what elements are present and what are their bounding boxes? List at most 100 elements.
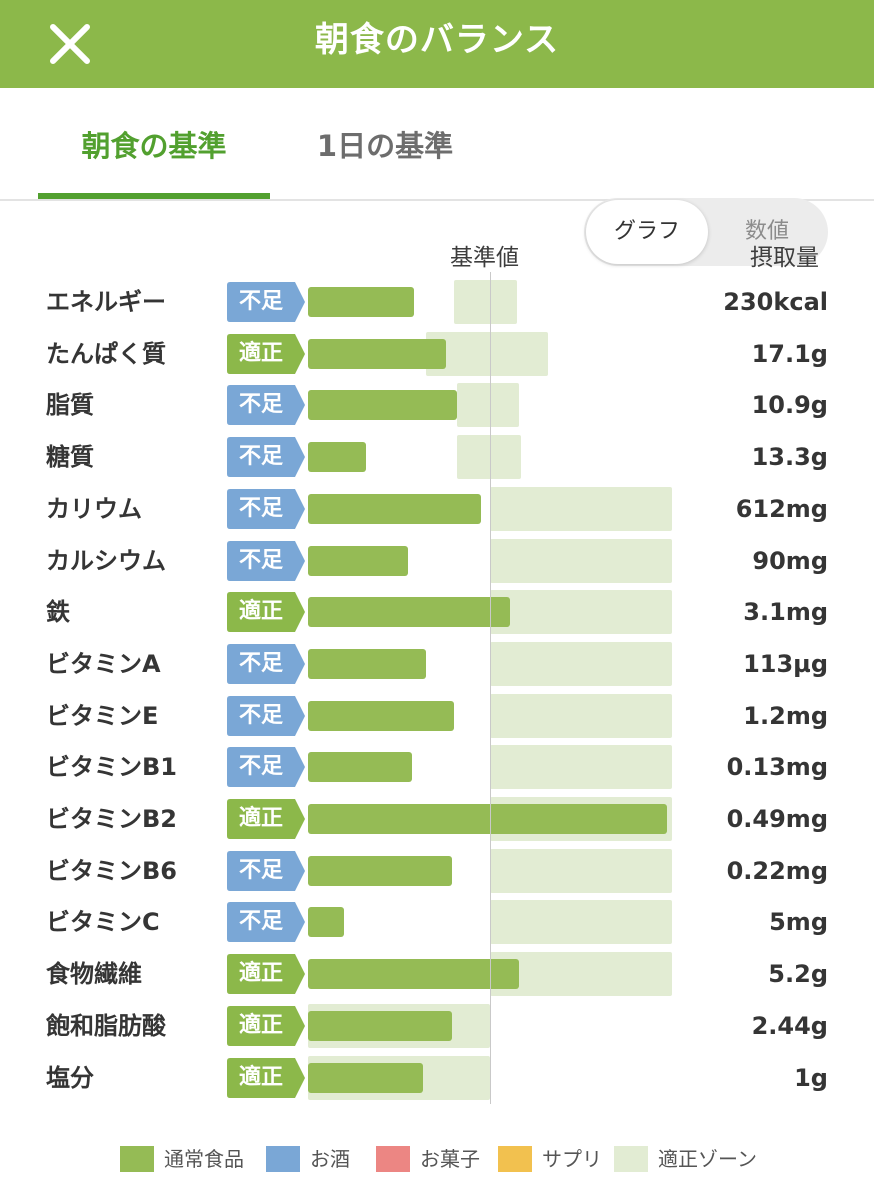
adequate-zone bbox=[490, 900, 672, 945]
intake-value: 90mg bbox=[752, 546, 828, 575]
status-label: 不足 bbox=[238, 754, 283, 780]
adequate-zone bbox=[457, 435, 521, 480]
intake-value: 1.2mg bbox=[743, 701, 828, 730]
nutrient-label: ビタミンE bbox=[46, 701, 159, 730]
intake-bar bbox=[308, 597, 511, 628]
intake-value: 10.9g bbox=[751, 391, 828, 420]
active-tab-indicator bbox=[38, 193, 270, 199]
status-label: 不足 bbox=[238, 392, 283, 418]
legend: 通常食品 お酒 お菓子 サプリ 適正ゾーン bbox=[0, 1142, 874, 1176]
tab-daily-standard[interactable]: 1日の基準 bbox=[316, 129, 454, 163]
toggle-number-option[interactable]: 数値 bbox=[744, 219, 789, 244]
standard-column-header: 基準値 bbox=[450, 245, 519, 271]
intake-bar bbox=[308, 545, 409, 576]
intake-bar bbox=[308, 442, 367, 473]
intake-value: 0.13mg bbox=[726, 753, 828, 782]
adequate-zone bbox=[490, 693, 672, 738]
nutrient-row: 脂質 不足 10.9g bbox=[0, 383, 874, 435]
adequate-zone bbox=[490, 848, 672, 893]
status-label: 適正 bbox=[238, 1012, 283, 1038]
standard-baseline bbox=[490, 272, 491, 1104]
status-badge: 不足 bbox=[227, 850, 307, 891]
legend-label: 適正ゾーン bbox=[658, 1147, 757, 1171]
intake-column-header: 摂取量 bbox=[750, 245, 819, 271]
nutrient-row: ビタミンC 不足 5mg bbox=[0, 900, 874, 952]
status-badge: 不足 bbox=[227, 902, 307, 943]
nutrient-label: カリウム bbox=[46, 494, 142, 523]
nutrient-label: ビタミンB2 bbox=[46, 805, 177, 833]
tab-breakfast-standard[interactable]: 朝食の基準 bbox=[81, 129, 227, 163]
nutrient-label: エネルギー bbox=[46, 288, 166, 316]
adequate-zone bbox=[426, 331, 549, 376]
page-title: 朝食のバランス bbox=[314, 20, 560, 60]
intake-bar bbox=[308, 493, 481, 524]
status-label: 適正 bbox=[238, 1064, 283, 1090]
nutrient-label: ビタミンB1 bbox=[46, 753, 177, 782]
view-toggle: 数値 グラフ bbox=[584, 198, 828, 266]
nutrient-label: 糖質 bbox=[46, 443, 94, 472]
status-badge: 適正 bbox=[227, 592, 307, 633]
intake-bar bbox=[308, 1062, 423, 1093]
status-badge: 不足 bbox=[227, 540, 307, 581]
intake-bar bbox=[308, 390, 458, 421]
intake-value: 5.2g bbox=[768, 960, 828, 989]
intake-value: 113µg bbox=[743, 649, 828, 678]
close-button[interactable] bbox=[44, 18, 96, 70]
intake-bar bbox=[308, 804, 667, 834]
status-label: 不足 bbox=[238, 495, 283, 521]
status-label: 適正 bbox=[238, 961, 283, 987]
status-badge: 適正 bbox=[227, 799, 307, 839]
nutrient-row: ビタミンE 不足 1.2mg bbox=[0, 693, 874, 746]
adequate-zone bbox=[453, 280, 518, 324]
legend-label: お菓子 bbox=[420, 1147, 480, 1171]
legend-label: お酒 bbox=[310, 1147, 350, 1171]
legend-label: 通常食品 bbox=[164, 1147, 244, 1171]
intake-value: 612mg bbox=[735, 494, 828, 523]
intake-value: 230kcal bbox=[723, 288, 828, 316]
nutrient-row: 塩分 適正 1g bbox=[0, 1055, 874, 1108]
nutrient-row: たんぱく質 適正 17.1g bbox=[0, 331, 874, 384]
intake-bar bbox=[308, 907, 345, 938]
adequate-zone bbox=[457, 383, 520, 428]
nutrient-label: たんぱく質 bbox=[46, 339, 166, 368]
status-label: 適正 bbox=[238, 599, 283, 625]
legend-swatch bbox=[376, 1146, 410, 1172]
nutrient-row: 糖質 不足 13.3g bbox=[0, 435, 874, 487]
nutrient-row: ビタミンB6 不足 0.22mg bbox=[0, 848, 874, 901]
status-badge: 不足 bbox=[227, 385, 307, 426]
nutrient-label: 塩分 bbox=[46, 1063, 94, 1092]
intake-value: 1g bbox=[794, 1063, 828, 1092]
status-badge: 不足 bbox=[227, 643, 307, 684]
intake-bar bbox=[308, 1010, 452, 1041]
status-badge: 不足 bbox=[227, 488, 307, 529]
nutrient-row: ビタミンB1 不足 0.13mg bbox=[0, 745, 874, 797]
status-badge: 不足 bbox=[227, 695, 307, 736]
status-badge: 適正 bbox=[227, 954, 307, 995]
adequate-zone bbox=[490, 952, 672, 997]
intake-value: 0.49mg bbox=[726, 805, 828, 833]
nutrient-label: ビタミンA bbox=[46, 649, 161, 678]
intake-value: 3.1mg bbox=[743, 598, 828, 627]
status-label: 不足 bbox=[238, 909, 283, 935]
status-badge: 不足 bbox=[227, 437, 307, 478]
tab-bar: 朝食の基準 1日の基準 数値 グラフ bbox=[0, 88, 874, 266]
status-label: 不足 bbox=[238, 650, 283, 676]
status-label: 適正 bbox=[238, 806, 283, 831]
toggle-graph-option[interactable]: グラフ bbox=[586, 200, 708, 264]
nutrient-label: 飽和脂肪酸 bbox=[46, 1011, 166, 1040]
status-label: 不足 bbox=[238, 857, 283, 883]
nutrient-row: エネルギー 不足 230kcal bbox=[0, 280, 874, 332]
legend-label: サプリ bbox=[542, 1147, 602, 1171]
status-badge: 不足 bbox=[227, 747, 307, 788]
nutrient-row: カルシウム 不足 90mg bbox=[0, 538, 874, 591]
intake-value: 5mg bbox=[769, 908, 828, 937]
app-header: 朝食のバランス bbox=[0, 0, 874, 88]
legend-swatch bbox=[120, 1146, 154, 1172]
nutrient-label: 食物繊維 bbox=[46, 960, 142, 989]
intake-value: 13.3g bbox=[751, 443, 828, 472]
intake-bar bbox=[308, 855, 452, 886]
status-label: 不足 bbox=[238, 702, 283, 728]
status-badge: 適正 bbox=[227, 1057, 307, 1098]
nutrient-label: 鉄 bbox=[46, 598, 70, 627]
nutrient-label: カルシウム bbox=[46, 546, 166, 575]
